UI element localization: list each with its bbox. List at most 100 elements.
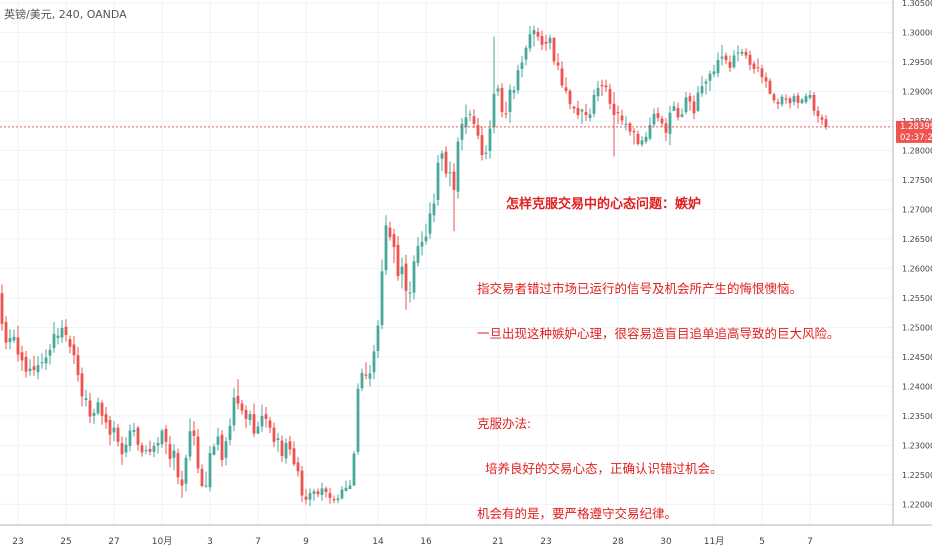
candle-body	[368, 373, 372, 379]
candle-body	[28, 368, 32, 372]
last-price-value: 1.28399	[900, 122, 932, 132]
price-tick-label: 1.25000	[902, 323, 932, 332]
candle-body	[800, 99, 804, 104]
candle-body	[816, 110, 820, 117]
candle-body	[296, 462, 300, 472]
candle-body	[212, 446, 216, 455]
candles	[0, 25, 828, 507]
candle-body	[644, 136, 648, 142]
candle-body	[196, 436, 200, 469]
candle-body	[740, 51, 744, 54]
candle-body	[684, 97, 688, 113]
candle-body	[116, 427, 120, 442]
candle-body	[152, 445, 156, 452]
candle-body	[668, 112, 672, 134]
candle-body	[32, 366, 36, 370]
price-tick-label: 1.26500	[902, 235, 932, 244]
price-axis[interactable]	[893, 0, 932, 550]
candle-body	[564, 87, 568, 91]
candle-body	[236, 395, 240, 404]
time-tick-label: 14	[372, 537, 384, 547]
candle-body	[100, 402, 104, 416]
candle-body	[188, 431, 192, 457]
candle-body	[224, 441, 228, 458]
candle-body	[208, 453, 212, 488]
candle-body	[292, 448, 296, 465]
candle-body	[300, 470, 304, 496]
candle-body	[376, 325, 380, 351]
candle-body	[260, 415, 264, 427]
candle-body	[312, 491, 316, 494]
candle-body	[416, 245, 420, 264]
candle-body	[348, 485, 352, 490]
candle-body	[440, 153, 444, 159]
candle-body	[36, 365, 40, 373]
candle-body	[552, 37, 556, 62]
candle-body	[280, 440, 284, 456]
candle-body	[360, 372, 364, 389]
candle-body	[488, 128, 492, 152]
candle-body	[80, 373, 84, 397]
price-tick-label: 1.25500	[902, 294, 932, 303]
candle-body	[700, 86, 704, 94]
candle-body	[680, 114, 684, 117]
candle-body	[568, 90, 572, 104]
candle-body	[756, 67, 760, 69]
candle-body	[540, 35, 544, 45]
candle-body	[620, 115, 624, 121]
candle-body	[40, 362, 44, 364]
candle-body	[508, 89, 512, 113]
candle-body	[340, 489, 344, 499]
candle-body	[660, 118, 664, 124]
candle-body	[640, 140, 644, 145]
candle-body	[636, 133, 640, 144]
candle-body	[216, 436, 220, 445]
candle-body	[352, 453, 356, 486]
candle-body	[92, 412, 96, 416]
candle-body	[272, 427, 276, 442]
time-tick-label: 5	[759, 537, 765, 547]
candle-body	[140, 445, 144, 453]
candle-body	[232, 397, 236, 426]
price-tick-label: 1.29000	[902, 87, 932, 96]
candle-body	[120, 443, 124, 455]
candle-body	[532, 30, 536, 35]
candle-body	[172, 450, 176, 458]
candle-body	[60, 327, 64, 338]
candle-body	[512, 90, 516, 93]
candle-body	[752, 63, 756, 70]
candle-body	[424, 236, 428, 242]
candle-body	[276, 438, 280, 441]
candle-body	[316, 491, 320, 495]
annotation-title: 怎样克服交易中的心态问题：嫉妒	[506, 197, 702, 212]
symbol-title[interactable]: 英镑/美元, 240, OANDA	[4, 8, 127, 21]
candle-body	[812, 94, 816, 111]
candle-body	[744, 51, 748, 56]
candle-body	[56, 335, 60, 339]
time-axis-labels: 23 25 27 10月 3 7 9 14 16 21 23 28 30 11月 5 7	[12, 536, 813, 547]
candle-body	[760, 68, 764, 78]
price-tick-label: 1.24500	[902, 353, 932, 362]
candle-body	[604, 85, 608, 88]
candle-body	[308, 493, 312, 500]
time-tick-label: 3	[207, 537, 213, 547]
time-tick-label: 30	[660, 537, 672, 547]
candle-body	[204, 485, 208, 487]
candle-body	[24, 356, 28, 372]
candle-body	[496, 88, 500, 92]
candle-body	[200, 468, 204, 487]
time-tick-label: 23	[540, 537, 551, 547]
candle-body	[500, 87, 504, 113]
candle-body	[20, 352, 24, 361]
candle-body	[484, 152, 488, 154]
candle-body	[112, 427, 116, 433]
time-tick-label: 10月	[152, 536, 172, 547]
candle-body	[148, 448, 152, 452]
candle-body	[44, 357, 48, 364]
candle-body	[632, 130, 636, 133]
candle-body	[124, 444, 128, 453]
candle-body	[108, 420, 112, 435]
candle-body	[136, 427, 140, 445]
candle-body	[476, 125, 480, 136]
